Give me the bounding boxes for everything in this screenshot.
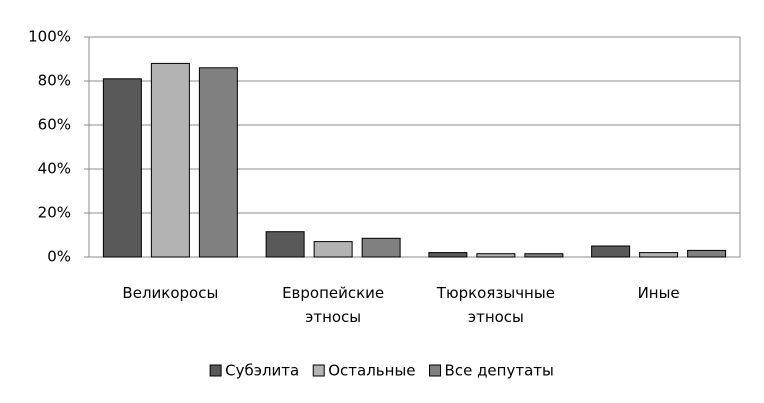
x-tick-label: Великоросы [122, 284, 219, 302]
legend-swatch [429, 364, 442, 377]
bar [361, 237, 401, 258]
bar [198, 67, 238, 258]
x-tick-label: Европейские этносы [282, 284, 385, 326]
legend-label: Остальные [328, 362, 415, 380]
y-tick-label: 80% [38, 72, 71, 90]
bar [428, 252, 468, 258]
bar [476, 253, 516, 258]
y-tick-label: 100% [28, 28, 71, 46]
legend-label: Субэлита [225, 362, 299, 380]
y-tick-label: 60% [38, 116, 71, 134]
legend-swatch [209, 364, 222, 377]
y-tick-label: 40% [38, 160, 71, 178]
bar [102, 78, 142, 258]
bar [591, 245, 631, 258]
bar [313, 241, 353, 258]
legend: Субэлита Остальные Все депутаты [209, 362, 554, 380]
bar [687, 249, 727, 258]
bar [150, 62, 190, 258]
x-tick-label: Тюркоязычные этносы [436, 284, 555, 326]
legend-label: Все депутаты [445, 362, 554, 380]
plot-frame [88, 36, 741, 258]
bar [639, 252, 679, 258]
legend-swatch [312, 364, 325, 377]
y-tick-label: 20% [38, 204, 71, 222]
bar [265, 231, 305, 258]
x-tick-label: Иные [637, 284, 680, 302]
bar [524, 253, 564, 258]
y-tick-label: 0% [47, 248, 71, 266]
